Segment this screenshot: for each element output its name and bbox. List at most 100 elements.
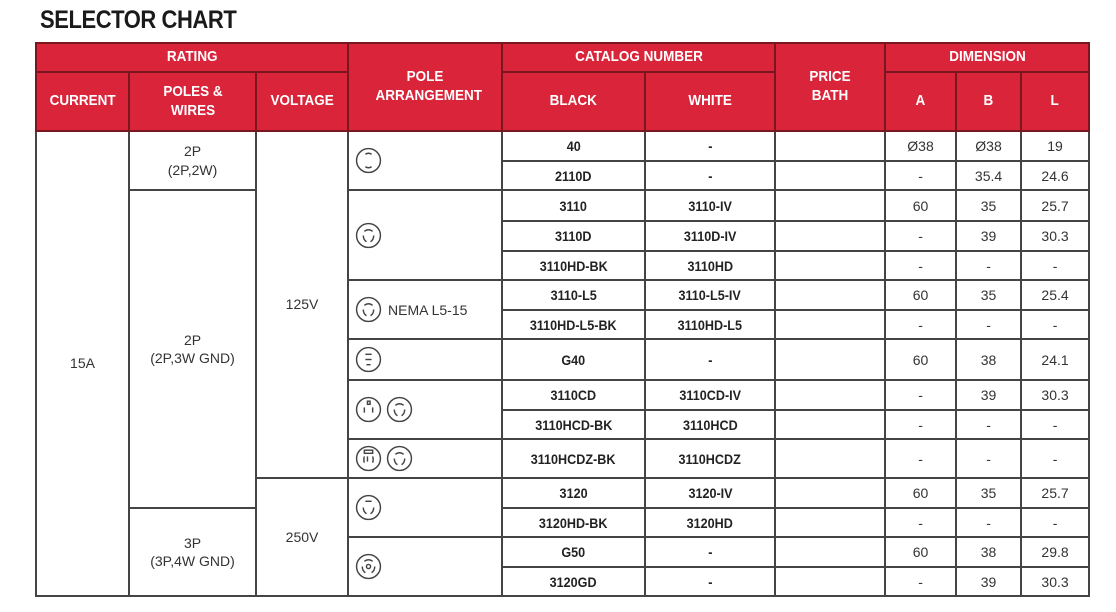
table-row: 3110HCDZ-BK 3110HCDZ - - - (36, 438, 1091, 479)
dimension-a: - (884, 438, 958, 479)
catalog-black: 3110HCDZ-BK (501, 438, 647, 479)
dimension-a: 60 (884, 338, 958, 381)
twist-lock-3-pole-icon (386, 396, 413, 423)
table-row: 2P (2P,3W GND) 3110 3110-IV 60 35 25.7 (36, 189, 1091, 509)
header-voltage: VOLTAGE (254, 71, 350, 132)
header-l: L (1020, 71, 1091, 132)
table-row: 3120GD - -39 30.3 (36, 566, 1091, 597)
price-bath-cell (774, 477, 887, 509)
catalog-black: G40 (501, 338, 647, 381)
price-bath-cell (774, 536, 887, 568)
header-pole-arrangement: POLE ARRANGEMENT (347, 42, 504, 132)
poles-wires-cell: 3P (3P,4W GND) (128, 507, 257, 597)
dimension-a: - (884, 409, 958, 440)
dimension-b: 35 (955, 477, 1023, 509)
dimension-l: 25.4 (1020, 279, 1091, 311)
dimension-a: 60 (884, 279, 958, 311)
table-row: G50-60 38 29.8 (36, 536, 1091, 597)
dimension-b: 35.4 (955, 160, 1023, 191)
catalog-white: - (644, 536, 777, 568)
dimension-b: 39 (955, 220, 1023, 252)
grounded-receptacle-icon (355, 396, 382, 423)
catalog-white: 3110HD (644, 250, 777, 281)
dimension-b: 38 (955, 338, 1023, 381)
pole-arrangement-cell (347, 189, 504, 281)
catalog-black: 3110CD (501, 379, 647, 411)
table-row: 3110CD 3110CD-IV -39 30.3 (36, 379, 1091, 440)
price-bath-cell (774, 130, 887, 162)
dimension-b: - (955, 309, 1023, 340)
twist-lock-4-wire-icon (355, 553, 382, 580)
pole-arrangement-cell (347, 338, 504, 381)
dimension-l: 24.1 (1020, 338, 1091, 381)
catalog-white: 3110HCD (644, 409, 777, 440)
table-row: 2110D - -35.4 24.6 (36, 160, 1091, 191)
header-catalog-number: CATALOG NUMBER (501, 42, 777, 73)
header-black: BLACK (501, 71, 647, 132)
pole-arrangement-cell (347, 130, 504, 191)
dimension-b: 38 (955, 536, 1023, 568)
dimension-a: 60 (884, 477, 958, 509)
dimension-l: 30.3 (1020, 220, 1091, 252)
dimension-b: Ø38 (955, 130, 1023, 162)
catalog-black: G50 (501, 536, 647, 568)
pole-arrangement-cell (347, 379, 504, 440)
dimension-b: 35 (955, 279, 1023, 311)
catalog-white: 3110HD-L5 (644, 309, 777, 340)
table-row: 250V 3120 3120-IV 60 35 25.7 (36, 477, 1091, 597)
catalog-white: 3120HD (644, 507, 777, 538)
catalog-white: - (644, 566, 777, 597)
dimension-a: - (884, 379, 958, 411)
dimension-a: 60 (884, 189, 958, 222)
dimension-b: 39 (955, 379, 1023, 411)
selector-chart-table: RATING POLE ARRANGEMENT CATALOG NUMBER P… (34, 42, 1091, 597)
header-rating: RATING (34, 42, 350, 73)
header-current: CURRENT (35, 71, 130, 132)
3-blade-receptacle-icon (355, 346, 382, 373)
poles-wires-cell: 2P (2P,3W GND) (128, 189, 257, 509)
dimension-l: 30.3 (1020, 379, 1091, 411)
dimension-a: Ø38 (884, 130, 958, 162)
pole-arrangement-cell: NEMA L5-15 (347, 279, 504, 340)
pole-arrangement-cell (347, 438, 504, 479)
catalog-black: 3110D (501, 220, 647, 252)
table-row: G40- 60 38 24.1 (36, 338, 1091, 381)
catalog-black: 3120 (501, 477, 647, 509)
price-bath-cell (774, 309, 887, 340)
header-a: A (884, 71, 958, 132)
poles-wires-cell: 2P (2P,2W) (128, 130, 257, 191)
catalog-white: 3110-L5-IV (644, 279, 777, 311)
header-poles-wires: POLES & WIRES (128, 71, 257, 132)
twist-lock-3-pole-icon (355, 296, 382, 323)
price-bath-cell (774, 220, 887, 252)
header-price-bath: PRICE BATH (774, 42, 887, 132)
pole-arrangement-cell (347, 536, 504, 597)
catalog-black: 3110 (501, 189, 647, 222)
table-row: 3110HCD-BK 3110HCD - - - (36, 409, 1091, 440)
header-white: WHITE (644, 71, 777, 132)
2-pole-receptacle-icon (355, 147, 382, 174)
dimension-l: - (1020, 309, 1091, 340)
table-row: 3110HD-BK 3110HD - - - (36, 250, 1091, 281)
table-row: 3110HD-L5-BK 3110HD-L5- - - (36, 309, 1091, 340)
dimension-b: - (955, 438, 1023, 479)
dimension-b: 39 (955, 566, 1023, 597)
voltage-cell: 250V (254, 477, 350, 597)
dimension-b: - (955, 507, 1023, 538)
dimension-l: - (1020, 507, 1091, 538)
dimension-b: - (955, 409, 1023, 440)
grounded-receptacle-z-icon (355, 445, 382, 472)
catalog-white: - (644, 160, 777, 191)
dimension-a: - (884, 220, 958, 252)
dimension-l: - (1020, 250, 1091, 281)
dimension-l: - (1020, 409, 1091, 440)
catalog-white: - (644, 338, 777, 381)
catalog-black: 40 (501, 130, 647, 162)
dimension-a: - (884, 566, 958, 597)
dimension-l: 25.7 (1020, 477, 1091, 509)
table-row: 15A 2P (2P,2W) 125V 40- Ø38 Ø38 19 (35, 130, 1091, 597)
catalog-white: - (644, 130, 777, 162)
twist-lock-3-pole-icon (386, 445, 413, 472)
dimension-l: 19 (1020, 130, 1091, 162)
price-bath-cell (774, 438, 887, 479)
